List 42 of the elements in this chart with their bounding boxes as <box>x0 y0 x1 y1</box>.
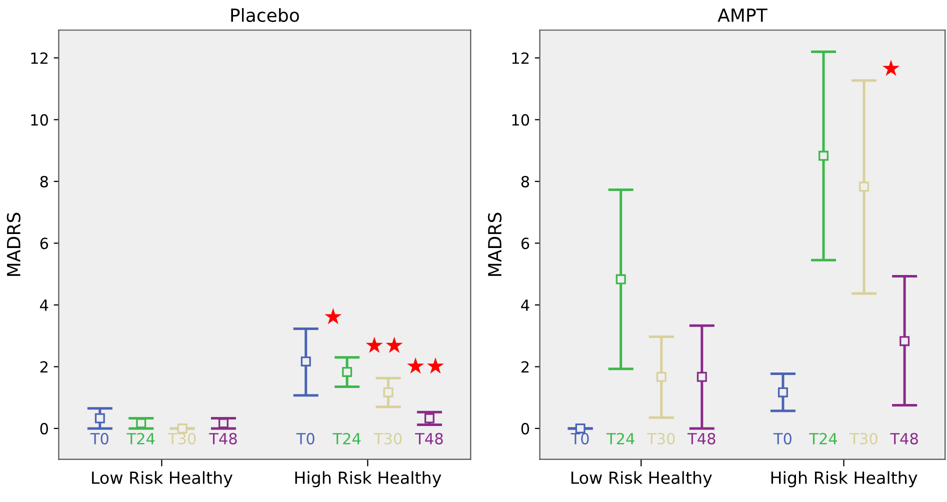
y-tick-label: 8 <box>40 176 48 188</box>
y-tick-label: 6 <box>521 238 530 250</box>
y-tick-label: 2 <box>40 361 48 372</box>
y-tick-label: 0 <box>521 422 530 434</box>
text: T0 <box>773 432 792 444</box>
y-tick-label: 4 <box>521 300 530 311</box>
text: T24 <box>809 432 838 444</box>
x-tick-label: High Risk Healthy <box>295 471 442 488</box>
annotation: ★★ <box>407 357 444 374</box>
text: T48 <box>687 432 716 444</box>
text: T30 <box>646 432 675 444</box>
text: T48 <box>890 432 918 444</box>
y-tick-label: 12 <box>31 52 48 64</box>
y-tick-label: 10 <box>31 114 48 126</box>
y-tick-label: 6 <box>40 238 48 250</box>
y-tick-label: 4 <box>40 300 48 311</box>
text: T30 <box>374 432 402 444</box>
x-tick-label: Low Risk Healthy <box>571 471 712 488</box>
annotation: ★ <box>324 308 342 324</box>
chart-title: AMPT <box>718 8 768 22</box>
text: T0 <box>296 432 314 444</box>
text: T24 <box>332 432 361 444</box>
text: T48 <box>415 432 443 444</box>
y-axis-title: MADRS <box>6 212 20 276</box>
chart-title: Placebo <box>231 8 299 22</box>
y-axis-title: MADRS <box>488 212 502 276</box>
y-tick-label: 12 <box>512 52 529 64</box>
series-label: T24 <box>126 432 155 444</box>
series-label: T0 <box>570 432 589 444</box>
y-tick-label: 0 <box>40 422 48 434</box>
series-label: T0 <box>90 432 108 444</box>
y-tick-label: 10 <box>512 114 530 126</box>
text: T30 <box>850 432 878 444</box>
series-label: T30 <box>168 432 196 444</box>
y-tick-label: 8 <box>521 176 530 188</box>
text: T24 <box>606 432 634 444</box>
x-tick-label: High Risk Healthy <box>771 471 918 488</box>
annotation: ★ <box>882 60 900 76</box>
x-tick-label: Low Risk Healthy <box>92 471 232 488</box>
y-tick-label: 2 <box>521 361 529 372</box>
annotation: ★★ <box>366 336 403 353</box>
series-label: T48 <box>209 432 237 444</box>
